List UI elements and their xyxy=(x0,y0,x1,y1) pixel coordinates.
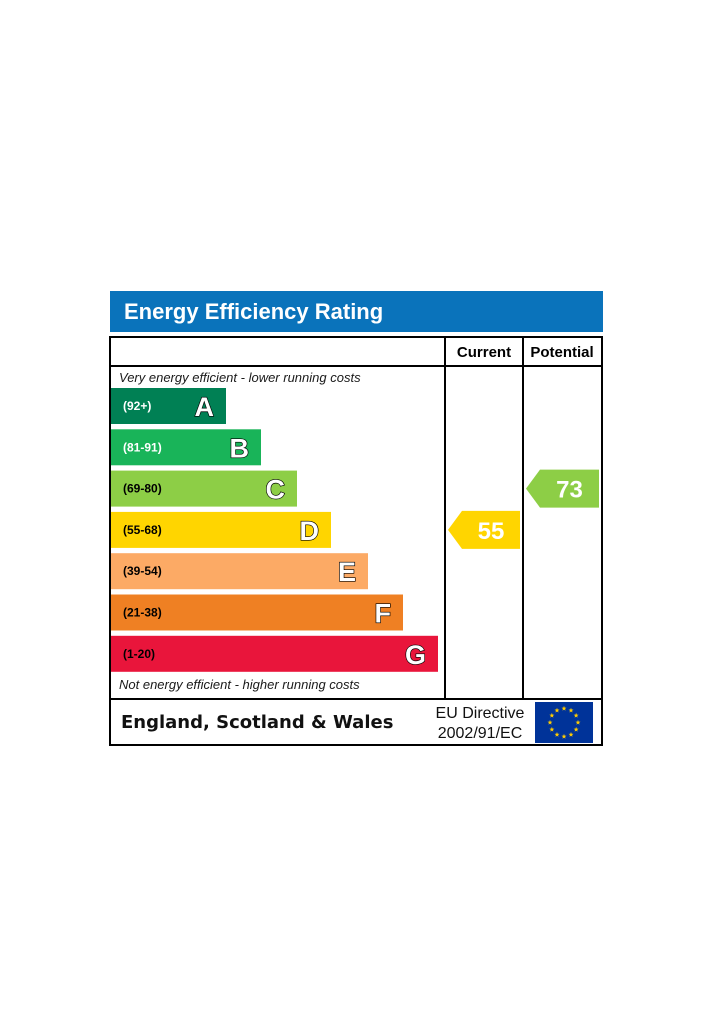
region-label: England, Scotland & Wales xyxy=(121,712,393,733)
chart-title: Energy Efficiency Rating xyxy=(124,299,383,324)
band-e: (39-54) E xyxy=(111,553,368,590)
band-bar-d xyxy=(111,511,331,548)
eu-star xyxy=(549,712,555,718)
band-letter-b: B xyxy=(230,433,250,463)
band-letter-a: A xyxy=(195,392,215,422)
current-rating-arrow xyxy=(448,510,520,549)
potential-column-header: Potential xyxy=(530,344,593,361)
eu-star xyxy=(554,732,560,737)
potential-rating-arrow xyxy=(526,469,599,508)
band-g: (1-20) G xyxy=(111,635,438,672)
band-range-f: (21-38) xyxy=(123,606,162,620)
eu-flag-icon xyxy=(535,702,593,743)
eu-star xyxy=(573,726,579,732)
band-bar-b xyxy=(111,429,261,466)
eu-star xyxy=(575,719,581,725)
band-bar-a xyxy=(111,388,226,424)
eu-star xyxy=(561,733,567,739)
eu-star xyxy=(568,707,574,713)
eu-star xyxy=(547,719,553,725)
band-bar-c xyxy=(111,470,297,507)
rating-bands: (92+) A (81-91) B (69-80) C (55-68) D (39-54) E (2… xyxy=(111,388,438,672)
band-bar-g xyxy=(111,635,438,672)
potential-rating-value: 73 xyxy=(556,477,583,504)
band-c: (69-80) C xyxy=(111,470,297,507)
band-a: (92+) A xyxy=(111,388,226,424)
eu-star xyxy=(549,726,555,732)
current-column-header: Current xyxy=(457,344,511,361)
band-range-c: (69-80) xyxy=(123,482,162,496)
eu-star xyxy=(554,707,560,713)
rating-arrows: 55 73 xyxy=(448,469,599,549)
band-letter-d: D xyxy=(300,516,320,546)
directive-line-2: 2002/91/EC xyxy=(438,725,523,742)
band-d: (55-68) D xyxy=(111,511,331,548)
title-bar xyxy=(110,291,603,332)
band-letter-g: G xyxy=(405,640,426,670)
band-f: (21-38) F xyxy=(111,594,403,631)
eu-star xyxy=(573,712,579,718)
band-bar-f xyxy=(111,594,403,631)
chart-frame xyxy=(109,336,603,746)
band-b: (81-91) B xyxy=(111,429,261,466)
band-letter-c: C xyxy=(266,475,286,505)
current-rating-value: 55 xyxy=(478,518,505,545)
band-range-b: (81-91) xyxy=(123,440,162,454)
energy-efficiency-chart: Energy Efficiency Rating Current Potenti… xyxy=(109,291,603,746)
band-bar-e xyxy=(111,553,368,590)
bottom-note: Not energy efficient - higher running co… xyxy=(119,677,360,692)
band-range-g: (1-20) xyxy=(123,647,155,661)
top-note: Very energy efficient - lower running co… xyxy=(119,370,361,385)
band-range-a: (92+) xyxy=(123,399,151,413)
band-letter-e: E xyxy=(338,557,356,587)
eu-star xyxy=(568,732,574,737)
eu-star xyxy=(561,705,567,711)
band-range-d: (55-68) xyxy=(123,523,162,537)
directive-line-1: EU Directive xyxy=(436,705,525,722)
band-range-e: (39-54) xyxy=(123,564,162,578)
band-letter-f: F xyxy=(375,599,392,629)
